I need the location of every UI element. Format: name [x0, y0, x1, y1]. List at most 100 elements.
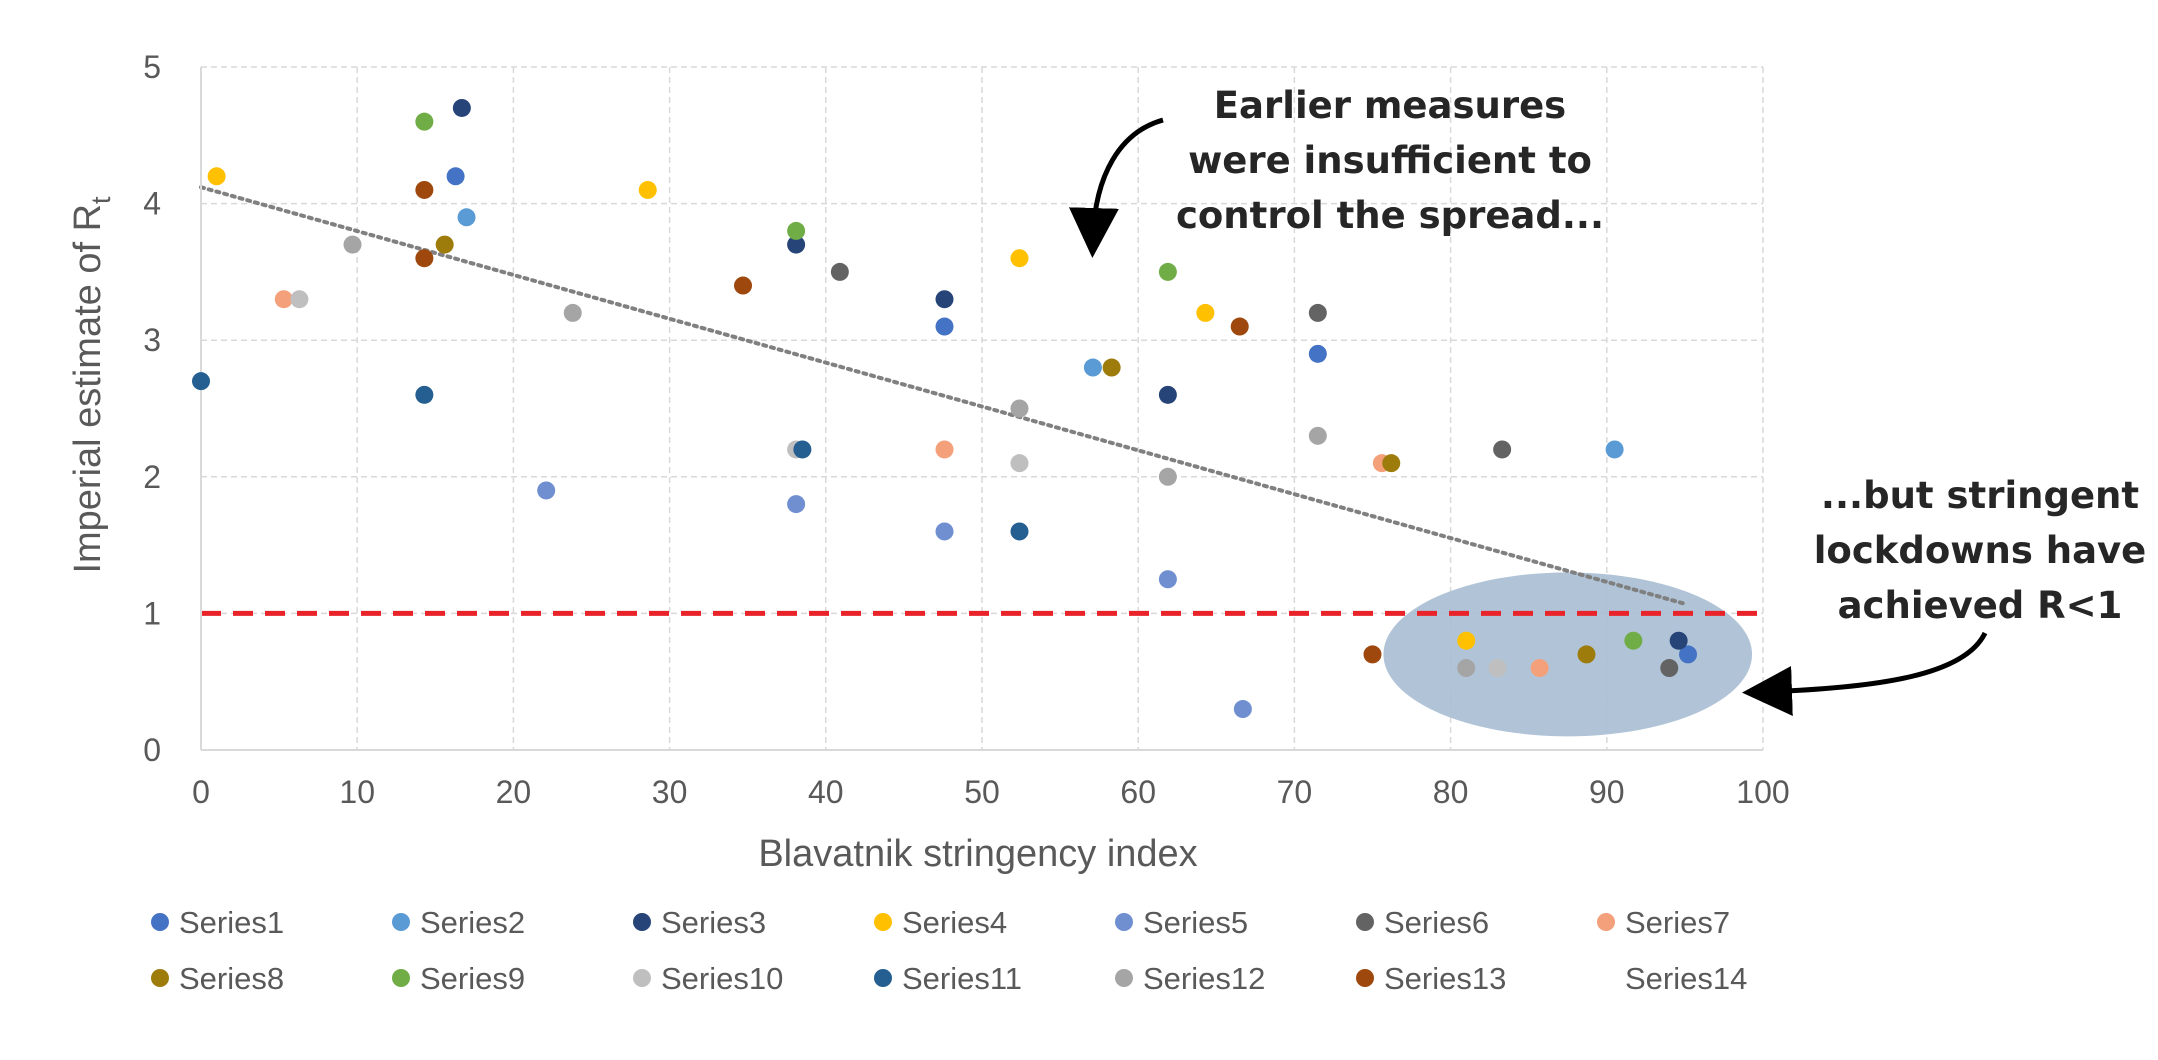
data-point-series5	[1158, 570, 1177, 589]
annotation-right-arrow	[1742, 631, 1988, 716]
data-point-series2	[1605, 440, 1624, 459]
data-point-series13	[415, 180, 434, 199]
legend-label: Series1	[179, 905, 284, 940]
data-point-series12	[1457, 659, 1476, 678]
data-point-series10	[290, 290, 309, 309]
y-tick-label: 0	[143, 732, 161, 768]
annotation-right: ...but stringent lockdowns have achieved…	[1814, 474, 2147, 627]
legend-label: Series6	[1384, 905, 1489, 940]
data-point-series12	[563, 303, 582, 322]
data-point-series3	[935, 290, 954, 309]
legend-marker	[1356, 913, 1374, 931]
data-point-series11	[192, 372, 210, 391]
data-point-series2	[1083, 358, 1102, 377]
data-point-series6	[1493, 440, 1512, 459]
data-point-series7	[274, 290, 293, 309]
x-tick-label: 0	[192, 774, 210, 810]
x-tick-label: 20	[496, 774, 532, 810]
data-point-series4	[1010, 249, 1029, 268]
legend-label: Series5	[1143, 905, 1248, 940]
data-point-series12	[1308, 426, 1327, 445]
x-axis-title: Blavatnik stringency index	[758, 833, 1197, 875]
x-tick-label: 40	[808, 774, 844, 810]
x-tick-label: 70	[1277, 774, 1313, 810]
data-point-series8	[1102, 358, 1121, 377]
legend-marker	[874, 969, 892, 987]
data-point-series3	[1158, 385, 1177, 404]
data-point-series2	[457, 208, 476, 227]
data-point-series1	[1679, 645, 1698, 664]
legend-item-series2: Series2	[392, 905, 525, 940]
data-point-series5	[537, 481, 556, 500]
legend-marker	[633, 913, 651, 931]
data-point-series13	[1363, 645, 1382, 664]
legend-marker	[633, 969, 651, 987]
axes	[200, 67, 1763, 751]
y-axis-title: Imperial estimate of Rt	[67, 196, 116, 574]
x-tick-label: 10	[339, 774, 375, 810]
grid-lines	[201, 66, 1764, 750]
legend-marker	[1115, 913, 1133, 931]
data-point-series12	[343, 235, 362, 254]
data-point-series4	[1196, 303, 1215, 322]
data-point-series8	[435, 235, 454, 254]
data-point-series9	[415, 112, 434, 131]
x-tick-label: 80	[1433, 774, 1469, 810]
x-tick-label: 30	[652, 774, 688, 810]
legend-label: Series4	[902, 905, 1007, 940]
y-tick-label: 4	[143, 186, 161, 222]
data-point-series1	[446, 167, 465, 186]
legend-label: Series13	[1384, 961, 1506, 996]
data-point-series5	[1233, 700, 1252, 719]
data-point-series12	[1158, 467, 1177, 486]
legend-marker	[392, 969, 410, 987]
legend-item-series8: Series8	[151, 961, 284, 996]
y-tick-label: 5	[143, 49, 161, 85]
data-point-series1	[1308, 344, 1327, 363]
legend-item-series14: Series14	[1625, 961, 1747, 996]
data-point-series6	[1308, 303, 1327, 322]
legend-marker	[392, 913, 410, 931]
legend: Series1 Series2 Series3 Series4 Series5 Serie…	[151, 905, 1747, 996]
data-point-series12	[1010, 399, 1029, 418]
annotation-top-line-2: were insufficient to	[1188, 139, 1592, 182]
data-point-series5	[935, 522, 954, 541]
data-point-series5	[787, 495, 806, 514]
data-point-series9	[787, 221, 806, 240]
data-point-series6	[830, 262, 849, 281]
legend-item-series7: Series7	[1597, 905, 1730, 940]
legend-label: Series14	[1625, 961, 1747, 996]
data-point-series6	[1660, 659, 1679, 678]
legend-label: Series9	[420, 961, 525, 996]
legend-marker	[1115, 969, 1133, 987]
data-point-series11	[793, 440, 812, 459]
trendline-layer	[199, 185, 1687, 606]
legend-label: Series2	[420, 905, 525, 940]
y-tick-label: 1	[143, 595, 161, 631]
data-point-series3	[452, 98, 471, 117]
data-point-series4	[1457, 631, 1476, 650]
data-point-series3	[787, 235, 806, 254]
annotation-right-line-2: lockdowns have	[1814, 529, 2147, 572]
data-point-series4	[638, 180, 657, 199]
legend-item-series12: Series12	[1115, 961, 1265, 996]
legend-item-series4: Series4	[874, 905, 1007, 940]
y-tick-label: 2	[143, 459, 161, 495]
x-tick-label: 100	[1736, 774, 1789, 810]
legend-marker	[1597, 913, 1615, 931]
legend-item-series3: Series3	[633, 905, 766, 940]
legend-marker	[151, 969, 169, 987]
legend-marker	[874, 913, 892, 931]
annotation-top-line-1: Earlier measures	[1214, 84, 1566, 127]
y-tick-label: 3	[143, 322, 161, 358]
legend-label: Series3	[661, 905, 766, 940]
data-point-series11	[415, 385, 434, 404]
legend-label: Series10	[661, 961, 783, 996]
data-point-series13	[1230, 317, 1249, 336]
data-point-series8	[1382, 454, 1401, 473]
data-point-series3	[1669, 631, 1688, 650]
legend-item-series13: Series13	[1356, 961, 1506, 996]
x-tick-label: 90	[1589, 774, 1625, 810]
legend-label: Series12	[1143, 961, 1265, 996]
